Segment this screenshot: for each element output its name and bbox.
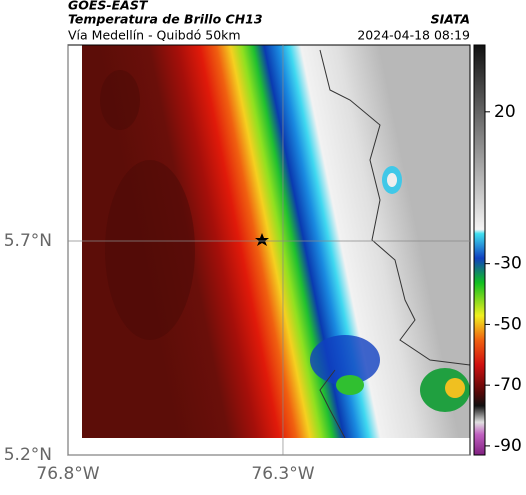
y-tick-label: 5.7°N <box>4 231 52 251</box>
y-tick-label: 5.2°N <box>4 445 52 465</box>
x-tick-label: 76.8°W <box>36 464 99 484</box>
colorbar-tick-label: -70 <box>494 375 522 395</box>
brightness-image <box>82 45 470 438</box>
datetime: 2024-04-18 08:19 <box>357 28 470 43</box>
colorbar-tick-label: 20 <box>494 102 516 122</box>
colorbar-tick-label: -90 <box>494 436 522 456</box>
x-tick-label: 76.3°W <box>251 464 314 484</box>
colorbar-tick-label: -30 <box>494 254 522 274</box>
title: Temperatura de Brillo CH13 <box>68 12 263 27</box>
location-star <box>255 233 269 246</box>
colorbar-tick-label: -50 <box>494 314 522 334</box>
source: GOES-EAST <box>68 0 149 13</box>
agency: SIATA <box>431 12 470 27</box>
colorbar <box>473 44 486 456</box>
subtitle: Vía Medellín - Quibdó 50km <box>68 28 241 43</box>
